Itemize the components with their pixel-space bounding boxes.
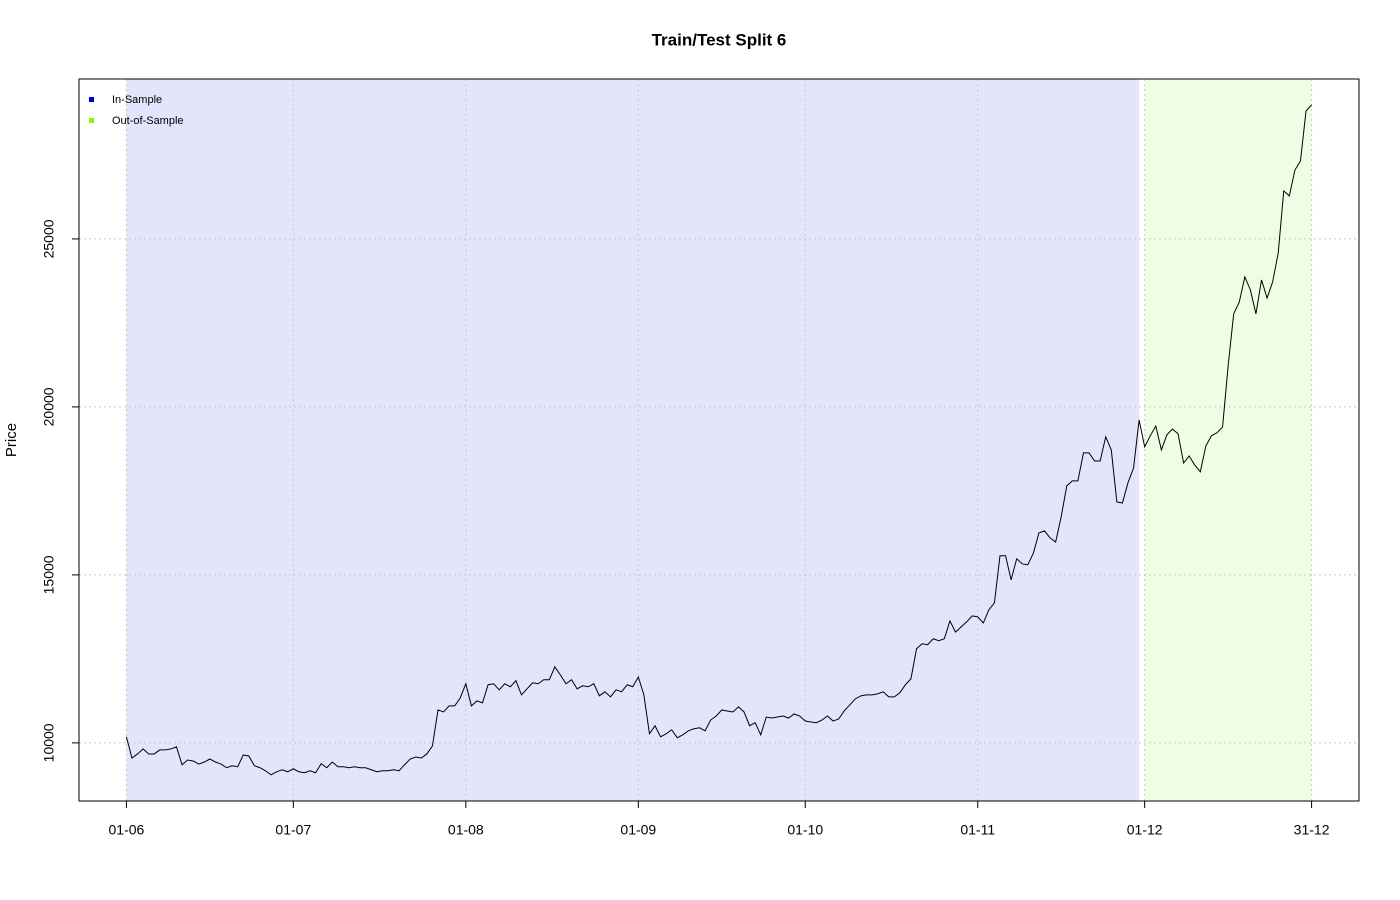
y-axis-label: Price: [3, 423, 20, 457]
x-tick-label: 31-12: [1294, 822, 1330, 838]
legend-swatch: [89, 97, 94, 102]
legend-swatch: [89, 118, 94, 123]
y-tick-label: 10000: [41, 723, 57, 762]
x-tick-label: 01-06: [109, 822, 145, 838]
x-tick-label: 01-08: [448, 822, 484, 838]
plot-frame: [78, 78, 1360, 802]
chart-title: Train/Test Split 6: [652, 30, 787, 49]
y-tick-label: 25000: [41, 219, 57, 258]
legend-label: Out-of-Sample: [112, 115, 184, 127]
x-tick-label: 01-10: [787, 822, 823, 838]
x-tick-label: 01-12: [1127, 822, 1163, 838]
region-shade: [126, 79, 1140, 801]
x-tick-label: 01-11: [960, 822, 995, 838]
region-shade: [1144, 79, 1312, 801]
x-tick-label: 01-09: [620, 822, 656, 838]
x-tick-label: 01-07: [275, 822, 311, 838]
y-tick-label: 15000: [41, 555, 57, 594]
price-line: [125, 104, 1312, 776]
legend-label: In-Sample: [112, 94, 162, 106]
y-tick-label: 20000: [41, 387, 57, 426]
